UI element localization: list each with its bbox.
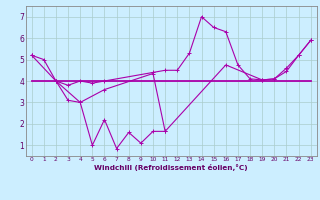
X-axis label: Windchill (Refroidissement éolien,°C): Windchill (Refroidissement éolien,°C) [94, 164, 248, 171]
